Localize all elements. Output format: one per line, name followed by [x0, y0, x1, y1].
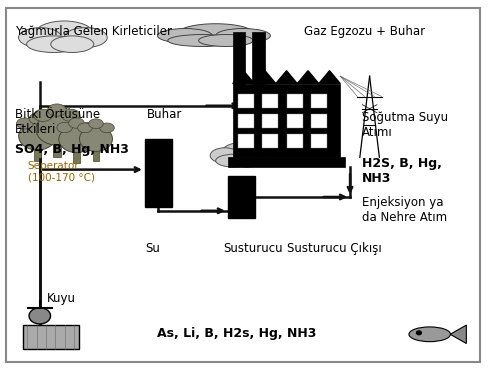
Bar: [311, 114, 327, 128]
Text: As, Li, B, H2s, Hg, NH3: As, Li, B, H2s, Hg, NH3: [157, 327, 317, 340]
Circle shape: [416, 331, 421, 334]
Ellipse shape: [242, 148, 270, 163]
Polygon shape: [233, 71, 340, 84]
Text: Buhar: Buhar: [147, 108, 183, 121]
Text: Bitki Örtüsüne
Etkileri: Bitki Örtüsüne Etkileri: [15, 108, 100, 135]
Ellipse shape: [409, 327, 450, 342]
Ellipse shape: [35, 21, 94, 47]
Bar: [252, 32, 265, 84]
Text: Susturucu: Susturucu: [223, 242, 283, 255]
Ellipse shape: [80, 122, 96, 133]
Text: Su: Su: [145, 242, 160, 255]
Bar: [287, 94, 303, 108]
Text: Yağmurla Gelen Kirleticiler: Yağmurla Gelen Kirleticiler: [15, 25, 172, 38]
Bar: [287, 114, 303, 128]
Ellipse shape: [216, 154, 252, 167]
Ellipse shape: [178, 24, 253, 43]
Ellipse shape: [51, 36, 94, 53]
Ellipse shape: [158, 28, 212, 43]
Bar: [228, 176, 255, 218]
Ellipse shape: [77, 123, 92, 133]
Bar: [233, 84, 340, 157]
Circle shape: [19, 122, 56, 150]
Ellipse shape: [216, 28, 270, 43]
Bar: [262, 94, 278, 108]
Bar: [74, 147, 79, 163]
Ellipse shape: [57, 122, 73, 133]
Ellipse shape: [221, 142, 262, 163]
Ellipse shape: [26, 36, 80, 53]
Ellipse shape: [34, 109, 52, 121]
Bar: [311, 134, 327, 148]
Circle shape: [59, 126, 94, 152]
Polygon shape: [450, 325, 466, 343]
Bar: [53, 138, 61, 157]
Bar: [311, 94, 327, 108]
Bar: [238, 94, 254, 108]
Ellipse shape: [69, 118, 84, 128]
Bar: [23, 325, 79, 349]
Bar: [238, 114, 254, 128]
Bar: [262, 134, 278, 148]
Ellipse shape: [48, 104, 66, 116]
Bar: [233, 32, 245, 84]
Ellipse shape: [210, 148, 240, 163]
Ellipse shape: [62, 109, 80, 121]
Text: Susturucu Çıkışı: Susturucu Çıkışı: [287, 242, 381, 255]
Ellipse shape: [232, 154, 262, 167]
Text: Soğutma Suyu
Atımı: Soğutma Suyu Atımı: [362, 111, 448, 139]
Ellipse shape: [64, 28, 107, 47]
Ellipse shape: [168, 34, 236, 47]
Text: Seperator
(100-170 °C): Seperator (100-170 °C): [27, 161, 95, 183]
Ellipse shape: [198, 34, 253, 47]
Bar: [34, 144, 41, 161]
Bar: [262, 114, 278, 128]
Ellipse shape: [89, 119, 103, 128]
Text: SO4, B, Hg, NH3: SO4, B, Hg, NH3: [15, 142, 129, 156]
Bar: [287, 134, 303, 148]
Bar: [145, 139, 172, 207]
Bar: [228, 157, 345, 166]
Ellipse shape: [99, 123, 114, 133]
Ellipse shape: [42, 118, 58, 129]
Bar: [93, 146, 99, 161]
Ellipse shape: [19, 28, 62, 47]
Bar: [238, 134, 254, 148]
Circle shape: [29, 308, 50, 324]
Text: Enjeksiyon ya
da Nehre Atım: Enjeksiyon ya da Nehre Atım: [362, 196, 447, 224]
Circle shape: [79, 127, 113, 151]
Text: Kuyu: Kuyu: [47, 292, 76, 305]
Ellipse shape: [29, 113, 46, 124]
Text: H2S, B, Hg,
NH3: H2S, B, Hg, NH3: [362, 157, 442, 185]
Circle shape: [36, 114, 78, 145]
Ellipse shape: [17, 118, 33, 129]
Text: Gaz Egzozu + Buhar: Gaz Egzozu + Buhar: [304, 25, 425, 38]
